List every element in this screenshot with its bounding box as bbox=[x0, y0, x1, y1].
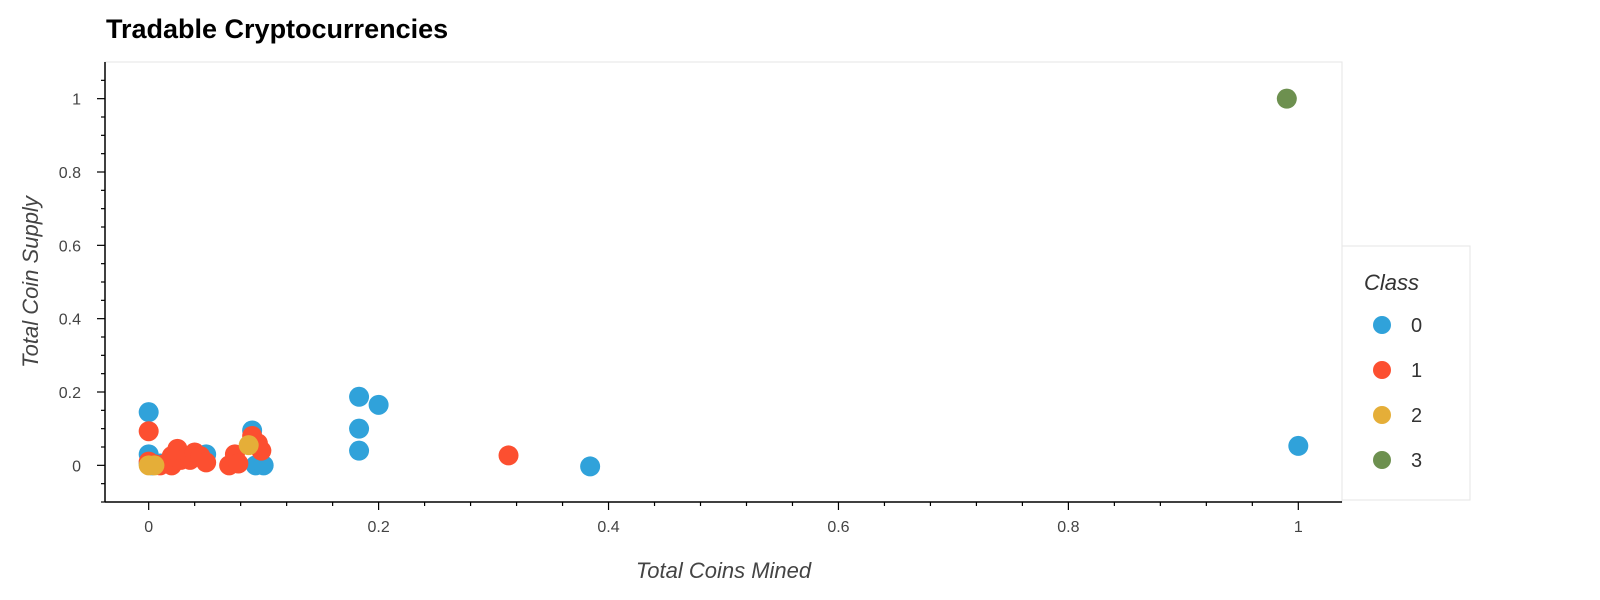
legend-swatch-3 bbox=[1373, 451, 1391, 469]
x-axis-label: Total Coins Mined bbox=[636, 558, 812, 583]
x-tick-label: 0.2 bbox=[367, 519, 389, 536]
y-tick-label: 0 bbox=[72, 458, 81, 475]
y-tick-label: 1 bbox=[72, 92, 81, 109]
x-tick-label: 0.8 bbox=[1057, 519, 1079, 536]
x-tick-label: 0 bbox=[144, 519, 153, 536]
point-class-1[interactable] bbox=[228, 453, 249, 474]
point-class-2[interactable] bbox=[144, 455, 165, 476]
x-tick-label: 0.4 bbox=[597, 519, 619, 536]
chart-title: Tradable Cryptocurrencies bbox=[106, 14, 449, 44]
legend-label-3: 3 bbox=[1411, 450, 1422, 472]
plot-frame bbox=[104, 61, 1343, 503]
x-tick-label: 1 bbox=[1294, 519, 1303, 536]
point-class-0[interactable] bbox=[349, 440, 370, 461]
y-tick-label: 0.4 bbox=[59, 312, 81, 329]
legend-swatch-2 bbox=[1373, 406, 1391, 424]
point-class-2[interactable] bbox=[238, 435, 259, 456]
point-class-0[interactable] bbox=[1288, 435, 1309, 456]
y-tick-label: 0.6 bbox=[59, 238, 81, 255]
legend: Class 0 1 2 3 bbox=[1341, 245, 1471, 501]
data-points bbox=[138, 88, 1309, 477]
point-class-3[interactable] bbox=[1276, 88, 1297, 109]
y-tick-label: 0.8 bbox=[59, 165, 81, 182]
legend-swatch-1 bbox=[1373, 361, 1391, 379]
point-class-1[interactable] bbox=[138, 421, 159, 442]
x-tick-label: 0.6 bbox=[827, 519, 849, 536]
point-class-0[interactable] bbox=[138, 402, 159, 423]
point-class-0[interactable] bbox=[349, 386, 370, 407]
legend-title: Class bbox=[1364, 270, 1419, 295]
x-axis: 0 0.2 0.4 0.6 0.8 1 bbox=[105, 501, 1342, 536]
point-class-0[interactable] bbox=[368, 394, 389, 415]
point-class-0[interactable] bbox=[349, 418, 370, 439]
legend-box bbox=[1341, 245, 1471, 501]
legend-label-1: 1 bbox=[1411, 360, 1422, 382]
legend-label-2: 2 bbox=[1411, 405, 1422, 427]
point-class-0[interactable] bbox=[253, 455, 274, 476]
point-class-1[interactable] bbox=[196, 452, 217, 473]
y-axis-label: Total Coin Supply bbox=[18, 194, 43, 368]
legend-label-0: 0 bbox=[1411, 315, 1422, 337]
point-class-1[interactable] bbox=[498, 445, 519, 466]
y-axis: 0 0.2 0.4 0.6 0.8 1 bbox=[59, 62, 106, 503]
y-tick-label: 0.2 bbox=[59, 385, 81, 402]
point-class-0[interactable] bbox=[580, 456, 601, 477]
legend-swatch-0 bbox=[1373, 316, 1391, 334]
